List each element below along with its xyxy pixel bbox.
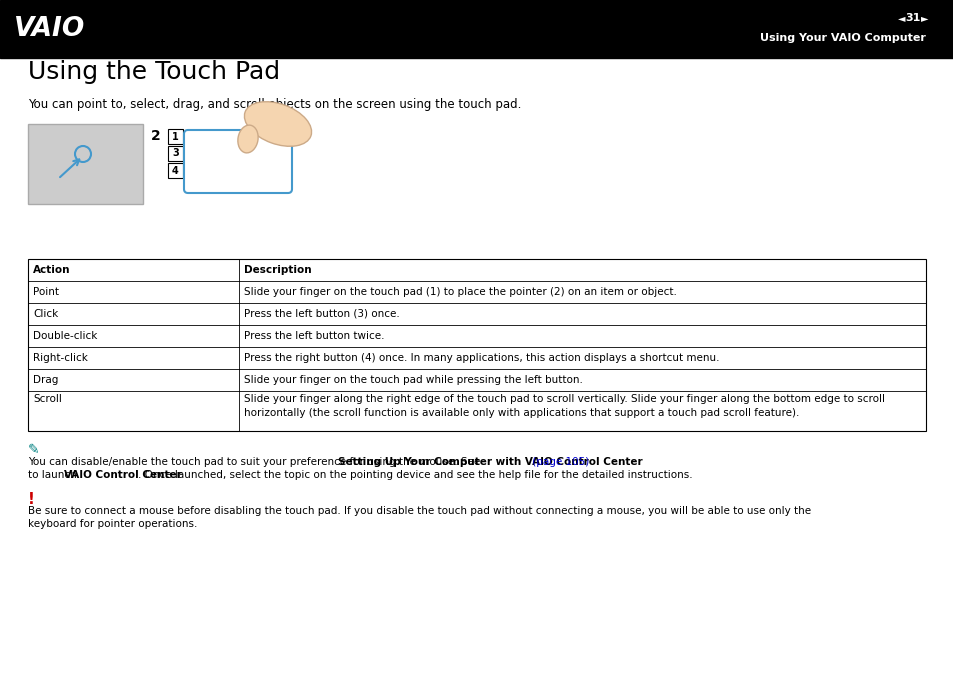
Text: Drag: Drag [33,375,58,385]
Text: 1: 1 [172,131,178,142]
Text: 3: 3 [172,148,178,158]
Text: ◄: ◄ [897,13,904,23]
Text: to launch: to launch [28,470,80,480]
Bar [168,146,183,161]
Text: Description: Description [244,265,312,275]
Text: keyboard for pointer operations.: keyboard for pointer operations. [28,519,197,529]
Bar [168,129,183,144]
Text: You can disable/enable the touch pad to suit your preference for using the mouse: You can disable/enable the touch pad to … [28,457,483,467]
Text: Press the left button twice.: Press the left button twice. [244,331,384,341]
Ellipse shape [237,125,258,153]
Text: (page 105): (page 105) [528,457,588,467]
Text: !: ! [28,492,35,507]
Text: Be sure to connect a mouse before disabling the touch pad. If you disable the to: Be sure to connect a mouse before disabl… [28,506,810,516]
Text: Press the left button (3) once.: Press the left button (3) once. [244,309,399,319]
Text: Slide your finger on the touch pad while pressing the left button.: Slide your finger on the touch pad while… [244,375,582,385]
Bar [168,163,183,178]
Text: Double-click: Double-click [33,331,97,341]
Text: ✎: ✎ [28,443,40,457]
Text: Point: Point [33,287,59,297]
Bar [0,0,953,58]
Text: 31: 31 [904,13,920,23]
Text: . Once launched, select the topic on the pointing device and see the help file f: . Once launched, select the topic on the… [138,470,692,480]
Text: Click: Click [33,309,58,319]
Bar [28,259,925,431]
Text: Scroll: Scroll [33,394,62,404]
Text: Setting Up Your Computer with VAIO Control Center: Setting Up Your Computer with VAIO Contr… [337,457,641,467]
Text: Slide your finger along the right edge of the touch pad to scroll vertically. Sl: Slide your finger along the right edge o… [244,394,884,404]
Text: Action: Action [33,265,71,275]
Text: horizontally (the scroll function is available only with applications that suppo: horizontally (the scroll function is ava… [244,408,799,418]
Text: Slide your finger on the touch pad (1) to place the pointer (2) on an item or ob: Slide your finger on the touch pad (1) t… [244,287,677,297]
Text: Press the right button (4) once. In many applications, this action displays a sh: Press the right button (4) once. In many… [244,353,719,363]
Text: VAIO: VAIO [14,16,85,42]
Text: Using the Touch Pad: Using the Touch Pad [28,60,280,84]
Text: You can point to, select, drag, and scroll objects on the screen using the touch: You can point to, select, drag, and scro… [28,98,521,111]
Text: 2: 2 [151,129,161,143]
Ellipse shape [244,102,312,146]
Text: Right-click: Right-click [33,353,88,363]
Text: VAIO Control Center: VAIO Control Center [64,470,182,480]
Text: ►: ► [920,13,927,23]
Text: Using Your VAIO Computer: Using Your VAIO Computer [760,33,925,43]
Bar [28,124,143,204]
Text: 4: 4 [172,166,178,175]
